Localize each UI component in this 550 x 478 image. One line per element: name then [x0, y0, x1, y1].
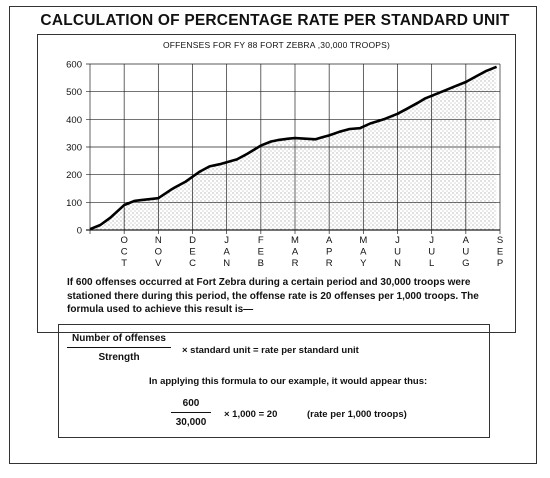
y-tick-label: 100 — [66, 198, 82, 209]
y-tick-label: 400 — [66, 115, 82, 126]
month-label: SEP — [497, 235, 503, 269]
month-label: FEB — [258, 235, 264, 269]
example-numerator: 600 — [182, 398, 200, 409]
formula-box: Number of offenses Strength × standard u… — [58, 324, 490, 438]
month-label: JUL — [428, 235, 435, 269]
explanation-paragraph: If 600 offenses occurred at Fort Zebra d… — [67, 277, 479, 315]
chart-panel — [37, 34, 516, 333]
fraction-bar — [67, 347, 171, 348]
month-letter: O — [120, 235, 127, 246]
y-tick-label: 200 — [66, 170, 82, 181]
formula-applying-text: In applying this formula to our example,… — [149, 376, 428, 387]
month-letter: J — [429, 235, 434, 246]
formula-rhs: × standard unit = rate per standard unit — [182, 345, 359, 356]
formula-denominator: Strength — [98, 352, 140, 363]
month-label: MAY — [359, 235, 367, 269]
formula-fraction: Number of offenses Strength — [67, 333, 171, 363]
y-tick-label: 300 — [66, 143, 82, 154]
month-letter: A — [360, 247, 367, 258]
month-letter: U — [428, 247, 435, 258]
month-letter: L — [429, 258, 434, 269]
month-letter: R — [326, 258, 333, 269]
month-letter: A — [223, 247, 230, 258]
month-letter: E — [189, 247, 195, 258]
page-frame — [9, 6, 537, 464]
month-letter: C — [189, 258, 196, 269]
month-label: JAN — [223, 235, 230, 269]
month-letter: N — [223, 258, 230, 269]
month-letter: J — [395, 235, 400, 246]
y-tick-label: 500 — [66, 87, 82, 98]
month-letter: T — [121, 258, 127, 269]
month-letter: U — [394, 247, 401, 258]
month-letter: B — [258, 258, 264, 269]
month-letter: A — [292, 247, 299, 258]
month-letter: E — [497, 247, 503, 258]
y-tick-label: 600 — [66, 60, 82, 71]
month-letter: Y — [360, 258, 367, 269]
month-letter: C — [121, 247, 128, 258]
month-letter: D — [189, 235, 196, 246]
offense-area — [90, 66, 497, 230]
month-letter: P — [497, 258, 503, 269]
month-letter: J — [224, 235, 229, 246]
month-label: NOV — [155, 235, 163, 269]
month-letter: S — [497, 235, 503, 246]
month-letter: U — [462, 247, 469, 258]
month-letter: N — [155, 235, 162, 246]
month-letter: V — [155, 258, 162, 269]
month-label: MAR — [291, 235, 299, 269]
month-label: DEC — [189, 235, 196, 269]
month-letter: N — [394, 258, 401, 269]
y-tick-label: 0 — [77, 226, 82, 237]
example-note: (rate per 1,000 troops) — [307, 409, 407, 420]
example-fraction: 600 30,000 — [171, 398, 211, 428]
offense-line — [89, 65, 498, 231]
month-letter: G — [462, 258, 469, 269]
month-letter: A — [463, 235, 470, 246]
month-letter: O — [155, 247, 162, 258]
month-letter: E — [258, 247, 264, 258]
month-label: OCT — [120, 235, 127, 269]
formula-numerator: Number of offenses — [72, 333, 166, 344]
example-denominator: 30,000 — [175, 417, 207, 428]
month-letter: P — [326, 247, 332, 258]
chart-title: OFFENSES FOR FY 88 FORT ZEBRA ,30,000 TR… — [162, 40, 391, 50]
month-letter: M — [359, 235, 367, 246]
month-letter: M — [291, 235, 299, 246]
page-title: CALCULATION OF PERCENTAGE RATE PER STAND… — [40, 12, 510, 29]
month-label: AUG — [462, 235, 470, 269]
month-letter: R — [292, 258, 299, 269]
month-label: APR — [326, 235, 333, 269]
month-letter: F — [258, 235, 264, 246]
month-label: JUN — [394, 235, 401, 269]
month-letter: A — [326, 235, 333, 246]
example-fraction-bar — [171, 412, 211, 413]
example-rhs: × 1,000 = 20 — [224, 409, 278, 420]
